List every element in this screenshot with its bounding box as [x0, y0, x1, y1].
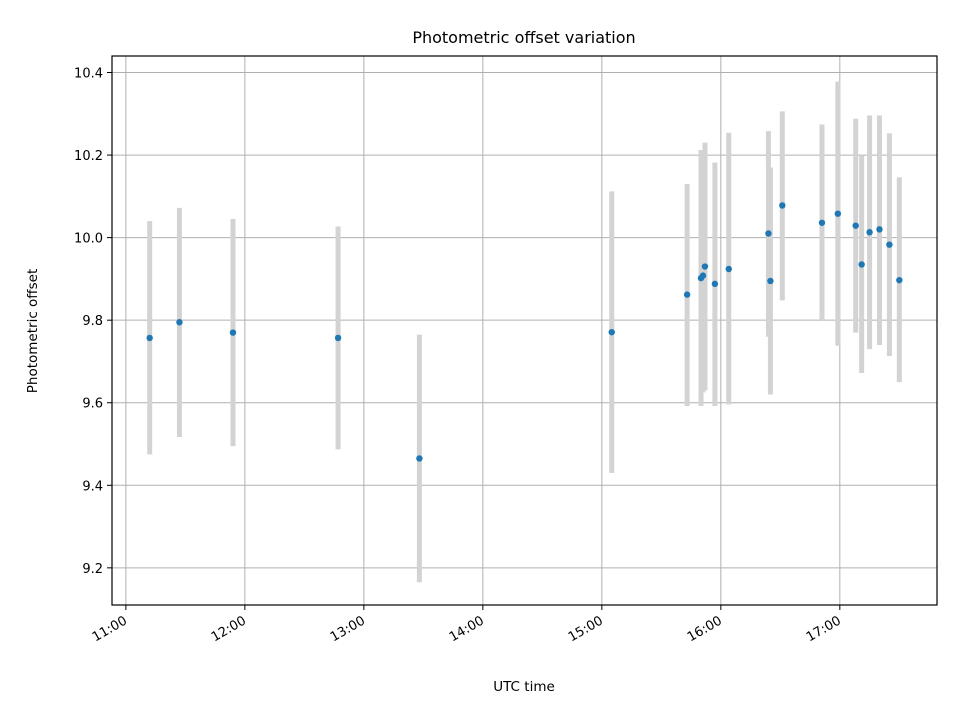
data-point: [683, 291, 691, 298]
data-point: [699, 272, 707, 279]
data-point: [176, 319, 183, 326]
plot-frame: [111, 55, 938, 606]
grid-layer: [112, 56, 937, 605]
y-tick-label: 10.0: [74, 232, 103, 247]
data-point: [701, 263, 709, 270]
x-tick-label: 11:00: [90, 613, 130, 645]
y-tick-label: 9.2: [82, 562, 103, 577]
x-tick-label: 15:00: [566, 613, 606, 645]
data-point: [818, 219, 826, 226]
x-tick-label: 14:00: [447, 613, 487, 645]
data-point: [229, 329, 237, 336]
data-point: [767, 277, 774, 285]
data-point: [334, 334, 342, 342]
data-point: [725, 265, 732, 273]
chart-title: Photometric offset variation: [412, 28, 635, 47]
data-point: [896, 276, 903, 284]
data-point: [858, 261, 865, 268]
data-point: [765, 230, 772, 237]
data-point: [886, 241, 893, 248]
data-point: [146, 334, 153, 342]
data-point: [852, 222, 859, 229]
x-tick-label: 16:00: [685, 613, 725, 645]
data-point: [866, 229, 873, 236]
data-point: [876, 226, 883, 233]
y-tick-label: 10.4: [74, 67, 103, 82]
errorbar-layer: [147, 81, 902, 583]
y-tick-label: 9.6: [82, 397, 103, 412]
x-axis-label: UTC time: [493, 679, 555, 695]
x-tick-label: 13:00: [328, 613, 368, 645]
y-axis-label: Photometric offset: [25, 269, 41, 393]
point-layer: [146, 202, 903, 462]
x-tick-label: 12:00: [209, 613, 249, 645]
data-point: [608, 328, 615, 336]
data-point: [834, 210, 842, 217]
y-tick-label: 9.4: [82, 479, 103, 494]
data-point: [779, 202, 786, 209]
y-tick-label: 9.8: [82, 314, 103, 329]
x-tick-label: 17:00: [804, 613, 844, 645]
y-tick-label: 10.2: [74, 149, 103, 164]
data-point: [711, 280, 719, 288]
data-point: [416, 455, 423, 462]
